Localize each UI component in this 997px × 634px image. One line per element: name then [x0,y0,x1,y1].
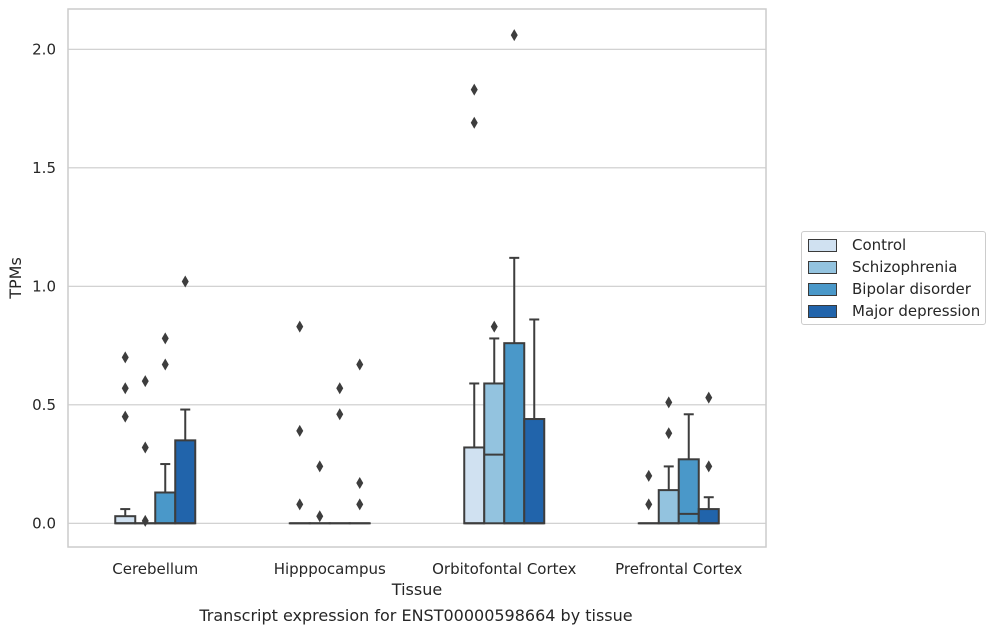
x-tick-label: Orbitofontal Cortex [432,560,576,578]
y-tick-label: 0.5 [32,396,56,414]
box [154,491,177,525]
outlier-point [296,320,304,333]
x-tick-label: Prefrontal Cortex [615,560,742,578]
box [174,439,197,525]
legend-swatch-control [808,238,837,252]
outlier-point [645,469,653,482]
outlier-point [296,498,304,511]
y-axis-label: TPMs [6,257,25,300]
x-tick-label: Cerebellum [112,560,198,578]
outlier-point [705,391,713,404]
legend-label-major-depression: Major depression [852,302,981,320]
y-tick-label: 0.0 [32,514,56,532]
legend-item-major-depression: Major depression [808,301,980,321]
x-axis-label: Tissue [391,580,442,599]
legend-label-bipolar-disorder: Bipolar disorder [852,280,971,298]
outlier-point [356,358,364,371]
outlier-point [336,382,344,395]
boxes [114,256,720,525]
legend-item-control: Control [808,235,906,255]
outlier-point [470,83,478,96]
box [114,515,137,525]
outlier-point [356,498,364,511]
box [657,489,680,525]
box [483,382,506,525]
box [697,508,720,525]
legend-label-control: Control [852,236,907,254]
outlier-point [510,29,518,42]
y-tick-label: 1.5 [32,159,56,177]
outlier-point [121,410,129,423]
outlier-point [121,382,129,395]
outlier-point [665,396,673,409]
outlier-point [121,351,129,364]
legend-swatch-schizophrenia [808,260,837,274]
outlier-point [141,441,149,454]
box [523,418,546,525]
gridlines [68,48,766,524]
y-tick-label: 2.0 [32,40,56,58]
outliers [121,29,713,527]
outlier-point [665,427,673,440]
outlier-point [181,275,189,288]
outlier-point [141,514,149,527]
box [677,458,700,525]
x-tick-label: Hipppocampus [274,560,386,578]
legend-label-schizophrenia: Schizophrenia [852,258,958,276]
outlier-point [316,460,324,473]
outlier-point [356,477,364,490]
outlier-point [316,510,324,523]
figure-caption: Transcript expression for ENST0000059866… [199,606,633,625]
outlier-point [336,408,344,421]
outlier-point [705,460,713,473]
box [503,342,526,525]
outlier-point [470,116,478,129]
tick-labels: 0.0 0.5 1.0 1.5 2.0 Cerebellum Hipppocampus Orb… [32,40,742,578]
box [463,446,486,525]
legend-swatch-bipolar-disorder [808,282,837,296]
legend-swatch-major-depression [808,304,837,318]
y-tick-label: 1.0 [32,277,56,295]
outlier-point [490,320,498,333]
outlier-point [161,358,169,371]
legend-item-schizophrenia: Schizophrenia [808,257,957,277]
outlier-point [296,424,304,437]
legend: Control Schizophrenia Bipolar disorder M… [801,231,986,325]
plot-frame [67,8,767,548]
outlier-point [645,498,653,511]
outlier-point [141,375,149,388]
outlier-point [161,332,169,345]
legend-item-bipolar-disorder: Bipolar disorder [808,279,971,299]
